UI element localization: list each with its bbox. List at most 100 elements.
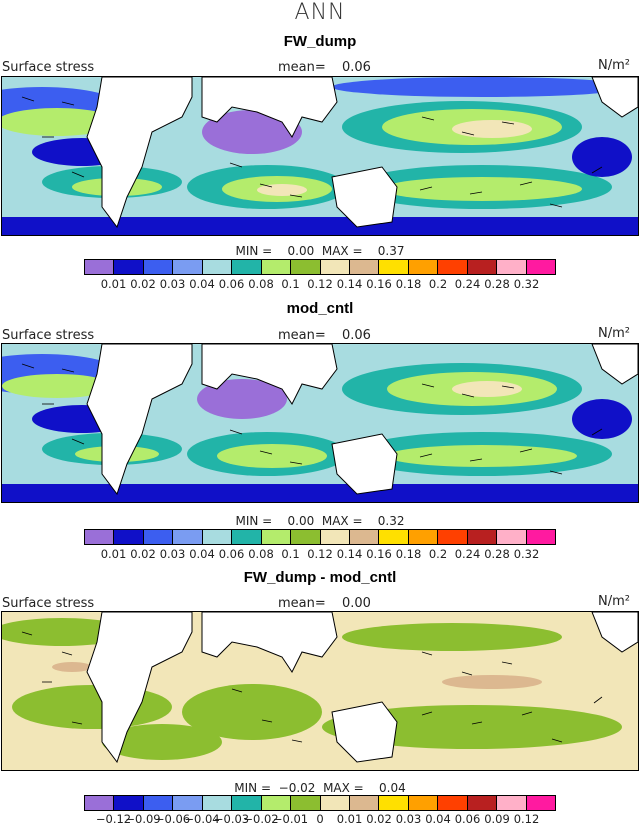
panel-2-min-value: 0.00 — [287, 514, 315, 528]
colorbar-swatch — [379, 260, 409, 274]
colorbar-tick-label: 0.16 — [366, 277, 392, 291]
colorbar-swatch — [379, 530, 409, 544]
colorbar-swatch — [202, 796, 233, 810]
colorbar-swatch — [85, 530, 115, 544]
panel-3-max-label: MAX = — [323, 781, 364, 795]
colorbar-swatch — [349, 260, 380, 274]
panel-3-mean-value: 0.00 — [342, 596, 371, 611]
panel-2-mean-value: 0.06 — [342, 328, 371, 343]
colorbar-tick-label: 0.02 — [130, 547, 156, 561]
colorbar-swatch — [467, 796, 498, 810]
colorbar-swatch — [85, 260, 115, 274]
panel-2-units: N/m² — [598, 326, 630, 341]
colorbar-tick-label: 0.04 — [425, 812, 451, 826]
colorbar-tick-label: 0.12 — [513, 812, 540, 826]
colorbar-tick-label: 0.01 — [100, 547, 127, 561]
panel-3-min-label: MIN = — [234, 781, 272, 795]
panel-1-title: FW_dump — [283, 33, 357, 50]
panel-1-colorbar — [84, 259, 556, 275]
colorbar-tick-label: 0.02 — [366, 812, 392, 826]
colorbar-swatch — [143, 796, 174, 810]
colorbar-tick-label: 0.03 — [159, 547, 186, 561]
panel-2-max-value: 0.32 — [377, 514, 405, 528]
colorbar-tick-label: 0.14 — [336, 277, 363, 291]
colorbar-tick-label: 0.08 — [248, 277, 274, 291]
panel-1-mean-value: 0.06 — [342, 60, 371, 75]
colorbar-swatch — [143, 260, 174, 274]
colorbar-swatch — [320, 530, 350, 544]
panel-1-max-label: MAX = — [321, 244, 363, 258]
colorbar-swatch — [320, 260, 350, 274]
colorbar-swatch — [349, 796, 380, 810]
colorbar-tick-label: 0.06 — [218, 277, 245, 291]
colorbar-swatch — [438, 260, 468, 274]
colorbar-tick-label: 0.2 — [428, 547, 448, 561]
colorbar-swatch — [261, 260, 292, 274]
panel-1-map — [1, 76, 639, 236]
colorbar-swatch — [114, 260, 144, 274]
colorbar-tick-label: 0.06 — [218, 547, 245, 561]
colorbar-tick-label: 0.1 — [281, 277, 300, 291]
panel-3-field-label: Surface stress — [2, 596, 95, 611]
panel-2-min-label: MIN = — [235, 514, 273, 528]
colorbar-swatch — [85, 796, 115, 810]
colorbar-tick-label: 0 — [316, 812, 324, 826]
colorbar-swatch — [526, 796, 555, 810]
colorbar-tick-label: 0.32 — [513, 547, 540, 561]
colorbar-swatch — [349, 530, 380, 544]
panel-3-units: N/m² — [598, 594, 630, 609]
colorbar-tick-label: 0.28 — [484, 277, 510, 291]
colorbar-swatch — [114, 530, 144, 544]
panel-3-min-value: −0.02 — [278, 781, 316, 795]
panel-2-colorbar-ticks: 0.01 0.02 0.03 0.04 0.06 0.08 0.1 0.12 0.14 0.16 0… — [84, 547, 556, 561]
colorbar-tick-label: 0.12 — [307, 547, 333, 561]
panel-3-colorbar-ticks: −0.12 −0.09 −0.06 −0.04 −0.03 −0.02 −0.01 0 0.01… — [84, 812, 556, 826]
colorbar-swatch — [173, 796, 203, 810]
colorbar-swatch — [291, 530, 321, 544]
panel-3-colorbar — [84, 795, 556, 811]
colorbar-swatch — [467, 530, 498, 544]
colorbar-swatch — [379, 796, 409, 810]
colorbar-tick-label: 0.03 — [159, 277, 186, 291]
colorbar-tick-label: 0.14 — [336, 547, 363, 561]
panel-2-mean-label: mean= — [278, 328, 326, 343]
colorbar-swatch — [291, 796, 321, 810]
colorbar-tick-label: 0.02 — [130, 277, 156, 291]
colorbar-tick-label: 0.04 — [189, 277, 215, 291]
colorbar-tick-label: −0.01 — [272, 812, 309, 826]
panel-1-minmax: MIN = 0.00 MAX = 0.37 — [0, 244, 640, 258]
colorbar-swatch — [408, 260, 439, 274]
colorbar-tick-label: 0.08 — [248, 547, 274, 561]
panel-3-max-value: 0.04 — [379, 781, 406, 795]
colorbar-swatch — [497, 530, 527, 544]
panel-3-map — [1, 611, 639, 771]
colorbar-tick-label: 0.09 — [484, 812, 510, 826]
colorbar-swatch — [467, 260, 498, 274]
colorbar-swatch — [438, 530, 468, 544]
colorbar-swatch — [232, 260, 262, 274]
colorbar-tick-label: 0.16 — [366, 547, 392, 561]
colorbar-tick-label: 0.2 — [428, 277, 448, 291]
panel-2-minmax: MIN = 0.00 MAX = 0.32 — [0, 514, 640, 528]
colorbar-swatch — [408, 530, 439, 544]
colorbar-swatch — [232, 530, 262, 544]
panel-1-min-value: 0.00 — [287, 244, 315, 258]
colorbar-swatch — [114, 796, 144, 810]
colorbar-swatch — [232, 796, 262, 810]
colorbar-swatch — [143, 530, 174, 544]
colorbar-tick-label: 0.01 — [336, 812, 363, 826]
panel-1-units: N/m² — [598, 58, 630, 73]
colorbar-tick-label: 0.12 — [307, 277, 333, 291]
colorbar-swatch — [173, 260, 203, 274]
panel-3-minmax: MIN = −0.02 MAX = 0.04 — [0, 781, 640, 795]
colorbar-tick-label: 0.18 — [395, 547, 422, 561]
colorbar-swatch — [438, 796, 468, 810]
season-title: ANN — [294, 0, 346, 25]
colorbar-swatch — [261, 530, 292, 544]
panel-2-colorbar — [84, 529, 556, 545]
panel-2-map — [1, 343, 639, 503]
colorbar-swatch — [526, 530, 555, 544]
colorbar-swatch — [261, 796, 292, 810]
panel-3-title: FW_dump - mod_cntl — [243, 569, 397, 586]
panel-1-field-label: Surface stress — [2, 60, 95, 75]
